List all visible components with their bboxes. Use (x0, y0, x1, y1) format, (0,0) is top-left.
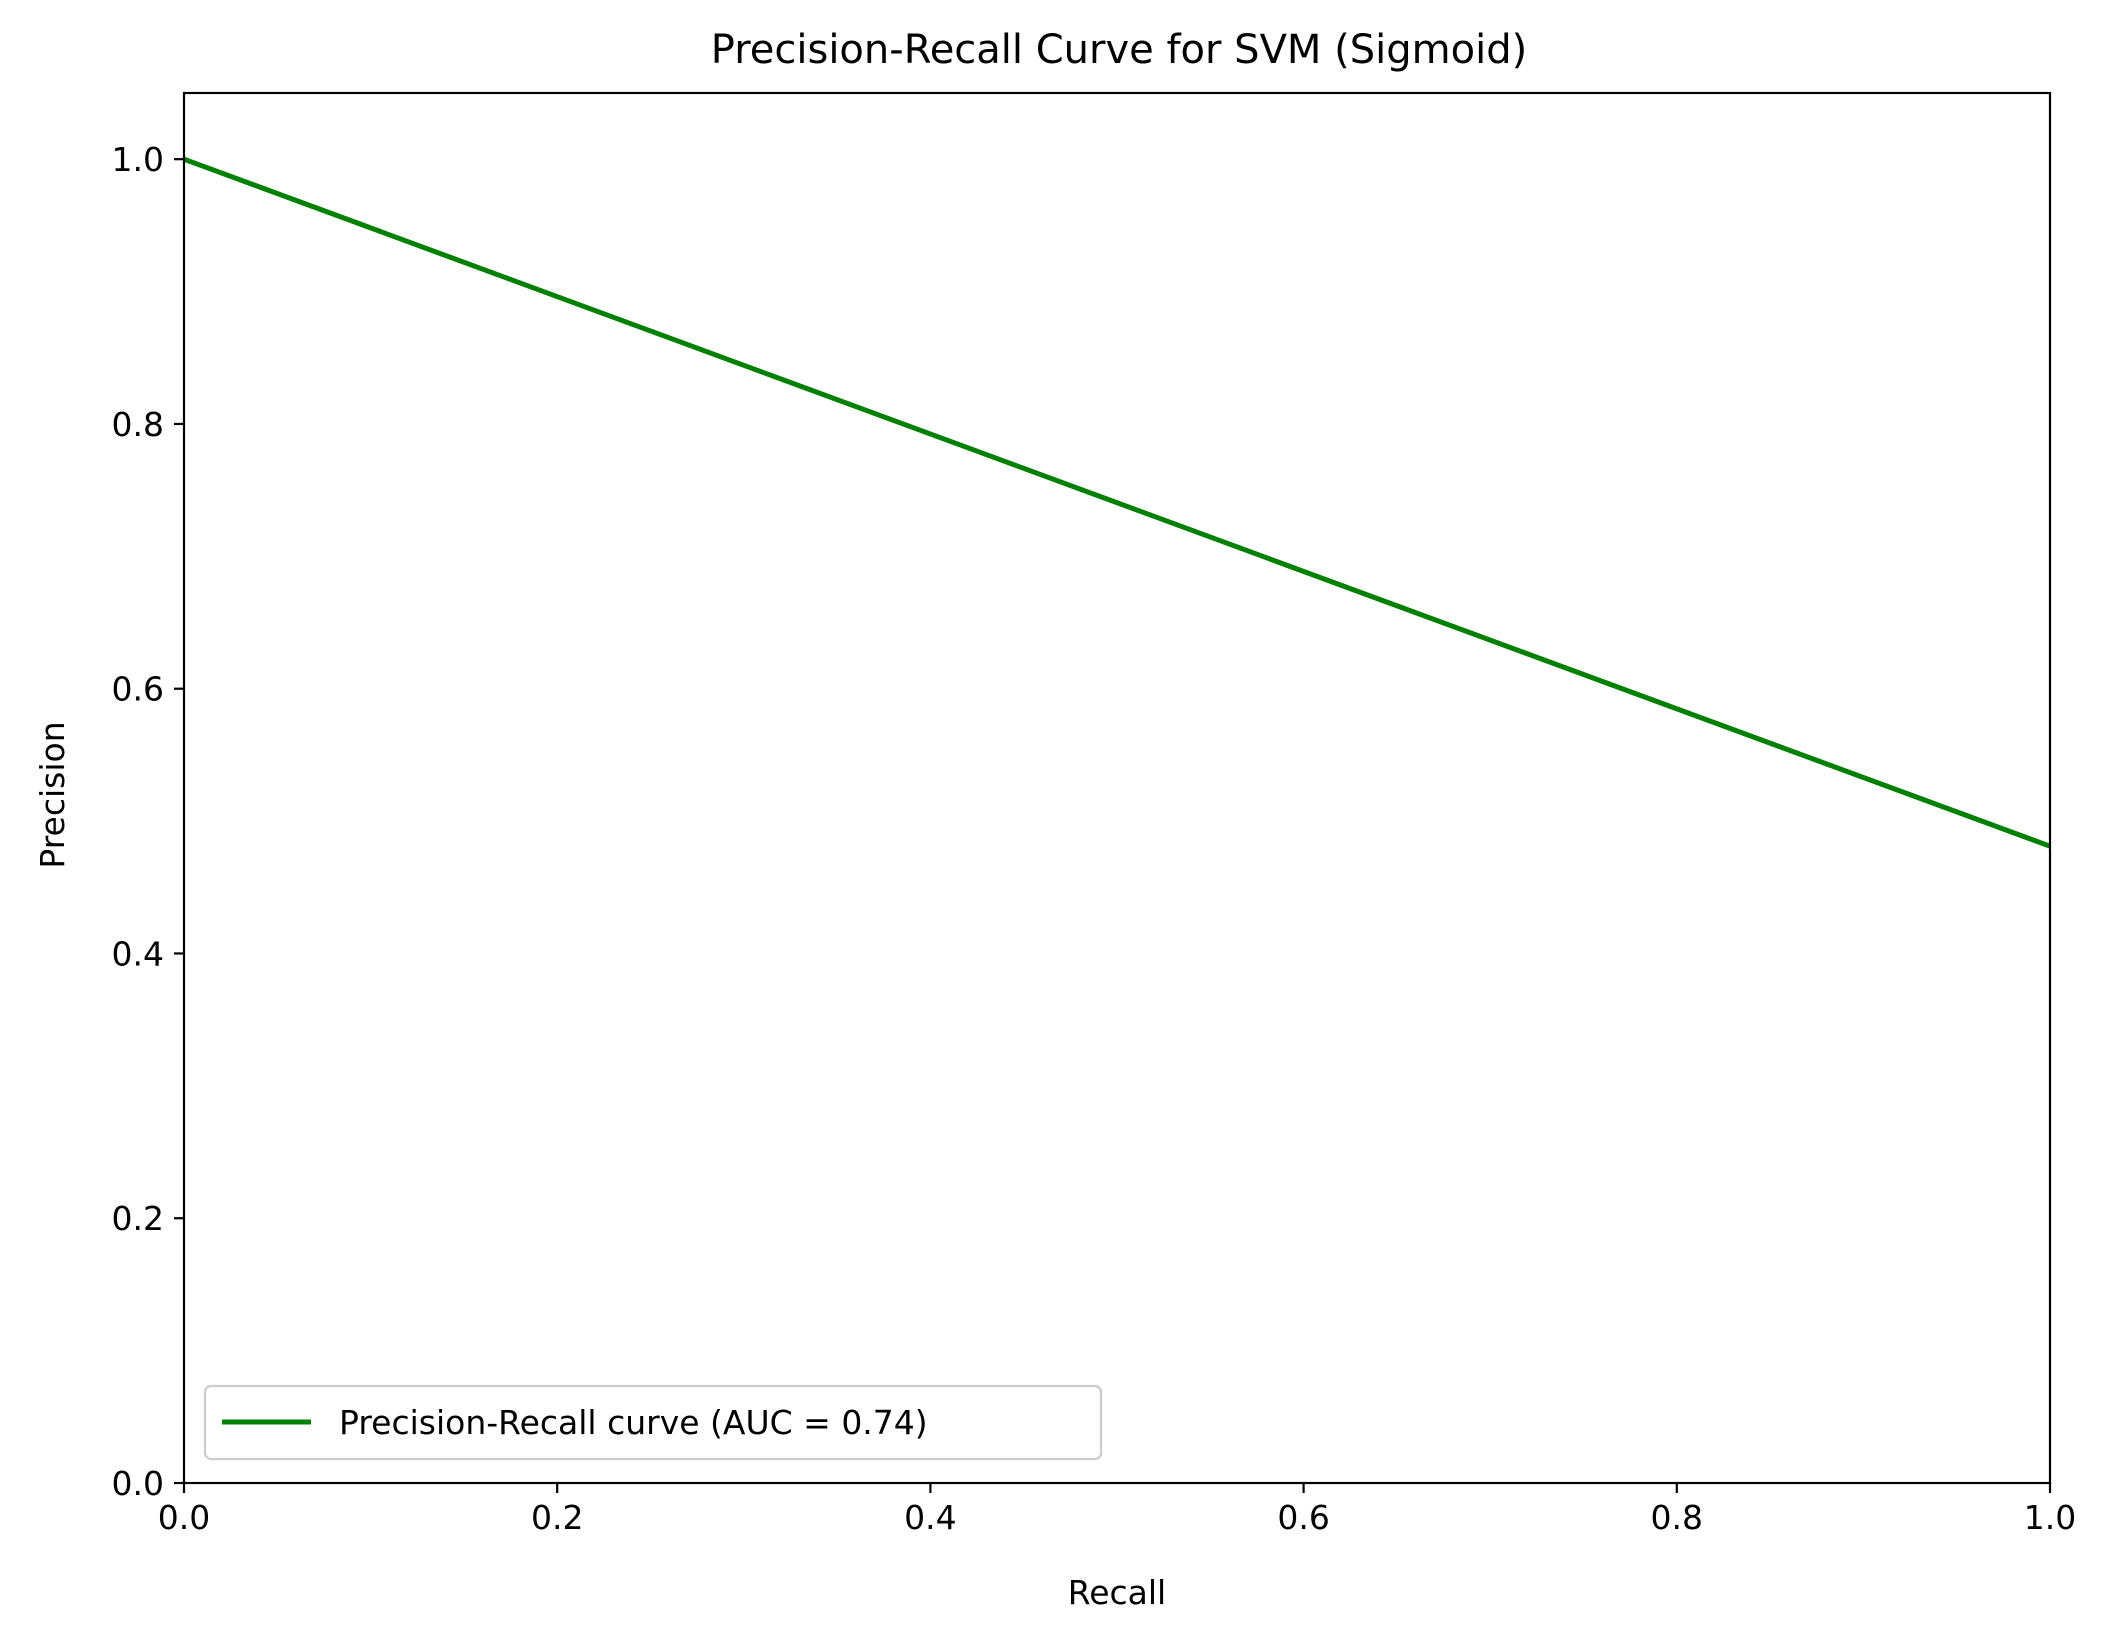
x-tick-label: 0.4 (904, 1498, 956, 1537)
legend-box (203, 1384, 1103, 1461)
y-tick-label: 0.2 (112, 1199, 164, 1238)
x-tick-label: 0.6 (1277, 1498, 1329, 1537)
plot-area (182, 91, 2052, 1485)
y-tick-label: 0.8 (112, 405, 164, 444)
series-line-precision-recall (183, 156, 2051, 849)
y-axis-label: Precision (33, 721, 72, 868)
y-tick-label: 0.4 (112, 934, 164, 973)
x-tick-label: 1.0 (2024, 1498, 2076, 1537)
chart-title: Precision-Recall Curve for SVM (Sigmoid) (711, 27, 1527, 73)
plot-background (184, 93, 2050, 1483)
x-tick-label: 0.2 (531, 1498, 583, 1537)
x-axis-label: Recall (1068, 1573, 1166, 1612)
x-tick-label: 0.0 (158, 1498, 210, 1537)
y-tick-label: 0.0 (112, 1464, 164, 1503)
x-axis-ticks: 0.0 0.2 0.4 0.6 0.8 1.0 (158, 1483, 2076, 1537)
y-tick-label: 0.6 (112, 670, 164, 709)
plot-frame (182, 91, 2052, 1485)
x-tick-label: 0.8 (1651, 1498, 1703, 1537)
legend-label: Precision-Recall curve (AUC = 0.74) (339, 1403, 928, 1442)
legend: Precision-Recall curve (AUC = 0.74) (203, 1384, 1103, 1461)
y-tick-label: 1.0 (112, 140, 164, 179)
series-layer (183, 156, 2051, 849)
y-axis-ticks: 0.0 0.2 0.4 0.6 0.8 1.0 (112, 140, 184, 1503)
